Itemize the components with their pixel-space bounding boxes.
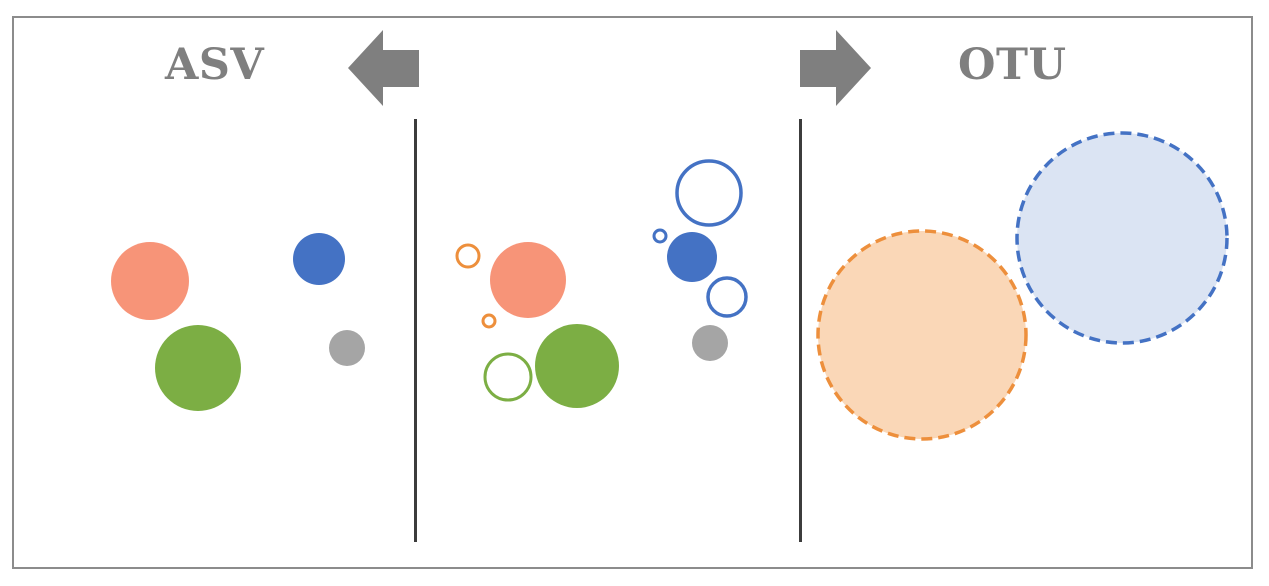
middle-green-circle (535, 324, 619, 408)
middle-salmon-circle (490, 242, 566, 318)
asv-gray-circle (329, 330, 365, 366)
asv-green-circle (155, 325, 241, 411)
blue-ring-tiny (652, 228, 668, 244)
arrow-left-icon (348, 30, 419, 106)
orange-ring-small (455, 243, 481, 269)
arrow-right-icon (800, 30, 871, 106)
middle-gray-circle (692, 325, 728, 361)
otu-blue-cluster (1015, 131, 1229, 345)
orange-ring-tiny (481, 313, 497, 329)
green-ring (483, 352, 533, 402)
otu-orange-cluster (816, 229, 1028, 441)
middle-blue-circle (667, 232, 717, 282)
right-divider (799, 119, 802, 542)
blue-ring-large (675, 159, 743, 227)
otu-label: OTU (958, 40, 1067, 90)
asv-blue-circle (293, 233, 345, 285)
asv-salmon-circle (111, 242, 189, 320)
left-divider (414, 119, 417, 542)
blue-ring-medium (706, 276, 748, 318)
asv-label: ASV (165, 40, 265, 90)
